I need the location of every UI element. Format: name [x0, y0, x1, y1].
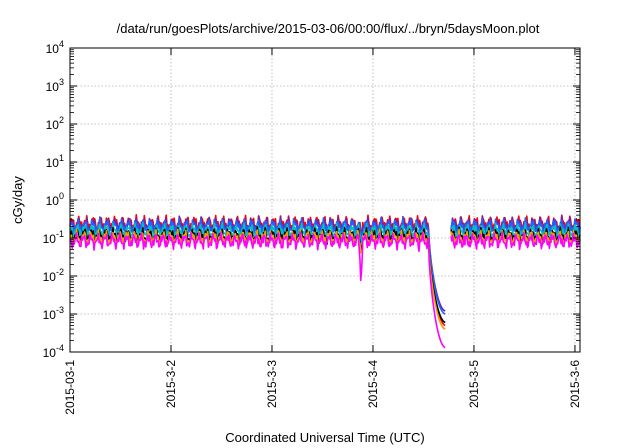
y-tick-label: 101: [46, 153, 64, 170]
grid: [70, 48, 580, 352]
chart-title: /data/run/goesPlots/archive/2015-03-06/0…: [117, 21, 540, 36]
y-ticks: 10-4 10-3 10-2 10-1 100 101 102 103 104: [43, 39, 580, 360]
y-axis-label: cGy/day: [10, 176, 25, 224]
x-tick-label: 2015-3-2: [164, 360, 178, 408]
y-tick-label: 10-2: [43, 267, 64, 284]
x-axis-label: Coordinated Universal Time (UTC): [225, 430, 424, 445]
y-tick-label: 100: [46, 191, 64, 208]
series-line: [69, 231, 581, 349]
plot-frame: [69, 47, 581, 353]
y-tick-label: 10-1: [43, 229, 64, 246]
y-tick-label: 10-3: [43, 305, 64, 322]
x-tick-label: 2015-3-5: [467, 360, 481, 408]
x-ticks: 2015-03-1 2015-3-2 2015-3-3 2015-3-4 2015-3-…: [63, 48, 582, 415]
x-tick-label: 2015-3-3: [265, 360, 279, 408]
y-tick-label: 104: [46, 39, 64, 56]
y-tick-label: 10-4: [43, 343, 64, 360]
series-group: [69, 214, 581, 349]
x-tick-label: 2015-3-4: [366, 360, 380, 408]
y-tick-label: 103: [46, 77, 64, 94]
y-tick-label: 102: [46, 115, 64, 132]
x-tick-label: 2015-3-6: [568, 360, 582, 408]
x-tick-label: 2015-03-1: [63, 360, 77, 415]
